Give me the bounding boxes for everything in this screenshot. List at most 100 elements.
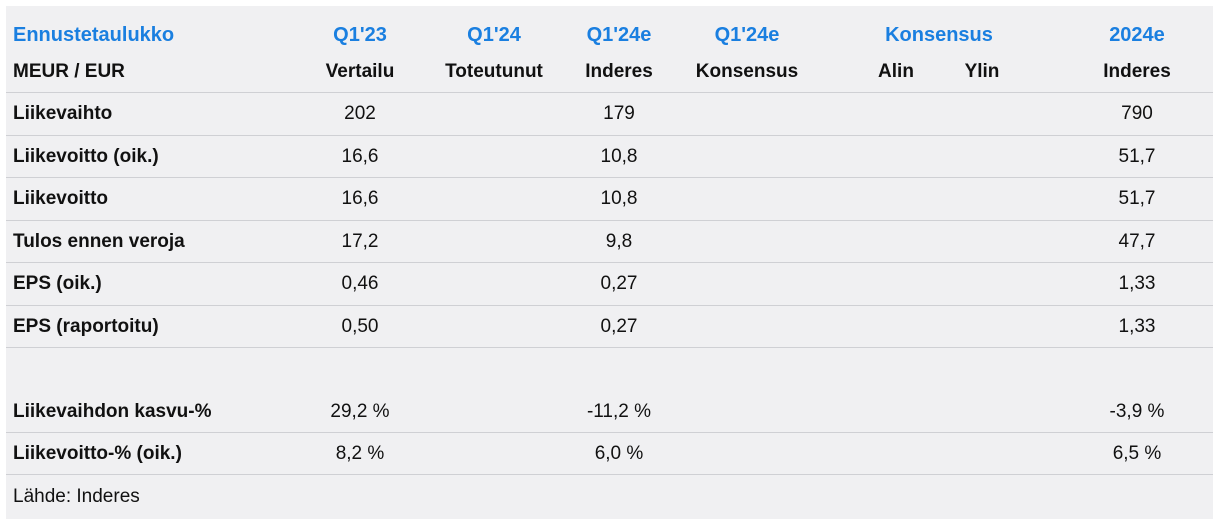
table-row: Liikevoitto (oik.) 16,6 10,8 51,7 xyxy=(6,136,1213,178)
cell-ylin xyxy=(950,306,1014,348)
header-q1-24e-inderes: Q1'24e xyxy=(586,23,652,46)
cell-q1-23: 0,46 xyxy=(341,273,379,294)
header-q1-24e-consensus: Q1'24e xyxy=(714,23,780,46)
row-label: Liikevoitto-% (oik.) xyxy=(13,443,182,464)
cell-q1-24e-inderes: 0,27 xyxy=(600,273,638,294)
header-q1-23: Q1'23 xyxy=(333,23,387,46)
row-label: EPS (raportoitu) xyxy=(13,316,159,337)
cell-2024e: 790 xyxy=(1121,103,1153,124)
cell-alin xyxy=(864,136,928,178)
header-row-periods: Ennustetaulukko Q1'23 Q1'24 Q1'24e Q1'24… xyxy=(6,14,1213,56)
cell-2024e: 51,7 xyxy=(1118,188,1156,209)
cell-q1-24 xyxy=(430,93,558,135)
header-ylin: Ylin xyxy=(964,61,1000,82)
table-row: Liikevaihto 202 179 790 xyxy=(6,93,1213,135)
table-row: Liikevoitto-% (oik.) 8,2 % 6,0 % 6,5 % xyxy=(6,433,1213,475)
header-q1-24: Q1'24 xyxy=(467,23,521,46)
cell-ylin xyxy=(950,93,1014,135)
cell-q1-24e-consensus xyxy=(686,221,808,263)
cell-alin xyxy=(864,433,928,475)
row-label: Liikevoitto xyxy=(13,188,109,209)
cell-q1-24e-consensus xyxy=(686,93,808,135)
unit-label: MEUR / EUR xyxy=(13,61,125,82)
cell-alin xyxy=(864,391,928,433)
source-note: Lähde: Inderes xyxy=(13,486,140,507)
divider xyxy=(6,305,1213,306)
divider xyxy=(6,474,1213,475)
table-row: Tulos ennen veroja 17,2 9,8 47,7 xyxy=(6,221,1213,263)
header-inderes-2024: Inderes xyxy=(1103,61,1171,82)
header-row-labels: MEUR / EUR Vertailu Toteutunut Inderes K… xyxy=(6,52,1213,92)
cell-q1-24e-consensus xyxy=(686,391,808,433)
cell-q1-24 xyxy=(430,391,558,433)
table-row: EPS (raportoitu) 0,50 0,27 1,33 xyxy=(6,306,1213,348)
divider xyxy=(6,347,1213,348)
table-row: Liikevoitto 16,6 10,8 51,7 xyxy=(6,178,1213,220)
header-konsensus: Konsensus xyxy=(695,61,799,82)
cell-q1-23: 202 xyxy=(344,103,376,124)
table-row: Liikevaihdon kasvu-% 29,2 % -11,2 % -3,9… xyxy=(6,391,1213,433)
cell-alin xyxy=(864,306,928,348)
cell-q1-24e-consensus xyxy=(686,433,808,475)
row-label: EPS (oik.) xyxy=(13,273,102,294)
cell-2024e: 51,7 xyxy=(1118,146,1156,167)
cell-alin xyxy=(864,263,928,305)
cell-q1-24e-consensus xyxy=(686,136,808,178)
cell-q1-24 xyxy=(430,178,558,220)
cell-2024e: 47,7 xyxy=(1118,231,1156,252)
cell-q1-24 xyxy=(430,263,558,305)
table-title: Ennustetaulukko xyxy=(13,23,175,46)
divider xyxy=(6,177,1213,178)
row-label: Liikevaihto xyxy=(13,103,113,124)
cell-ylin xyxy=(950,263,1014,305)
cell-2024e: 6,5 % xyxy=(1112,443,1162,464)
cell-q1-23: 0,50 xyxy=(341,316,379,337)
cell-2024e: 1,33 xyxy=(1118,273,1156,294)
divider xyxy=(6,220,1213,221)
cell-q1-24e-consensus xyxy=(686,306,808,348)
cell-q1-24 xyxy=(430,306,558,348)
cell-q1-24e-consensus xyxy=(686,263,808,305)
cell-q1-24 xyxy=(430,221,558,263)
cell-q1-24 xyxy=(430,433,558,475)
cell-alin xyxy=(864,93,928,135)
cell-ylin xyxy=(950,136,1014,178)
divider xyxy=(6,92,1213,93)
cell-q1-23: 29,2 % xyxy=(330,401,390,422)
header-alin: Alin xyxy=(878,61,914,82)
table-row: EPS (oik.) 0,46 0,27 1,33 xyxy=(6,263,1213,305)
row-label: Liikevaihdon kasvu-% xyxy=(13,401,212,422)
cell-q1-24e-inderes: 179 xyxy=(603,103,635,124)
divider xyxy=(6,135,1213,136)
cell-q1-24e-inderes: 0,27 xyxy=(600,316,638,337)
divider xyxy=(6,432,1213,433)
forecast-table: Ennustetaulukko Q1'23 Q1'24 Q1'24e Q1'24… xyxy=(6,6,1213,519)
cell-ylin xyxy=(950,178,1014,220)
header-2024e: 2024e xyxy=(1109,23,1165,46)
cell-2024e: 1,33 xyxy=(1118,316,1156,337)
cell-q1-23: 17,2 xyxy=(341,231,379,252)
header-consensus: Konsensus xyxy=(885,23,993,46)
cell-q1-24e-inderes: -11,2 % xyxy=(586,401,652,422)
cell-alin xyxy=(864,178,928,220)
row-label: Tulos ennen veroja xyxy=(13,231,185,252)
cell-q1-24 xyxy=(430,136,558,178)
cell-alin xyxy=(864,221,928,263)
cell-ylin xyxy=(950,221,1014,263)
cell-q1-24e-consensus xyxy=(686,178,808,220)
cell-q1-24e-inderes: 10,8 xyxy=(600,188,638,209)
cell-q1-23: 16,6 xyxy=(341,188,379,209)
cell-ylin xyxy=(950,391,1014,433)
cell-q1-24e-inderes: 9,8 xyxy=(605,231,633,252)
header-toteutunut: Toteutunut xyxy=(445,61,543,82)
cell-q1-24e-inderes: 6,0 % xyxy=(594,443,644,464)
cell-ylin xyxy=(950,433,1014,475)
divider xyxy=(6,262,1213,263)
row-label: Liikevoitto (oik.) xyxy=(13,146,159,167)
cell-q1-24e-inderes: 10,8 xyxy=(600,146,638,167)
cell-2024e: -3,9 % xyxy=(1109,401,1165,422)
header-inderes: Inderes xyxy=(585,61,653,82)
cell-q1-23: 16,6 xyxy=(341,146,379,167)
header-vertailu: Vertailu xyxy=(325,61,395,82)
cell-q1-23: 8,2 % xyxy=(335,443,385,464)
